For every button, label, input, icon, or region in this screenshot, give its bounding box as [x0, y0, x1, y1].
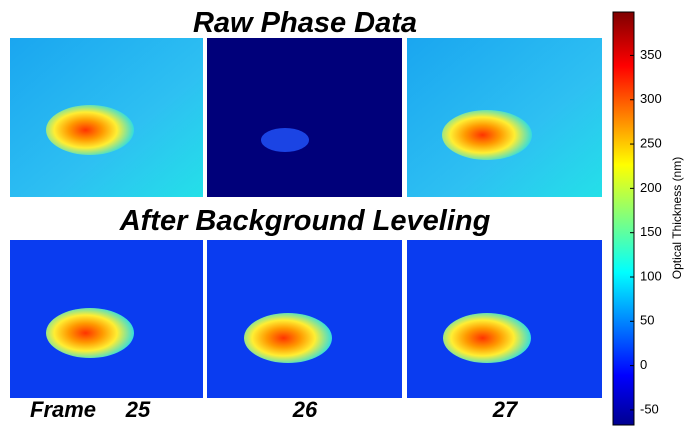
tick-label: 150 [640, 224, 662, 239]
colorbar-label: Optical Thickness (nm) [670, 157, 684, 279]
cell [46, 105, 134, 155]
tick-label: 350 [640, 47, 662, 62]
frame-prefix: Frame [30, 397, 96, 422]
frame-label: 25 [125, 397, 151, 422]
cell [442, 110, 532, 160]
frame-label: 27 [492, 397, 519, 422]
tick-label: 50 [640, 313, 654, 328]
frame-label: 26 [292, 397, 318, 422]
colorbar [613, 12, 634, 425]
panel [207, 38, 402, 197]
top-title: Raw Phase Data [193, 7, 417, 39]
cell [443, 313, 531, 363]
tick-label: 300 [640, 91, 662, 106]
tick-label: 0 [640, 357, 647, 372]
tick-label: 200 [640, 180, 662, 195]
raw-panels [10, 38, 602, 197]
cell [46, 308, 134, 358]
leveled-panels [10, 240, 602, 398]
cell [244, 313, 332, 363]
figure: Raw Phase Data After Background Leveling… [0, 0, 686, 426]
cell [261, 128, 309, 152]
bottom-title: After Background Leveling [119, 205, 491, 237]
tick-label: 100 [640, 268, 662, 283]
tick-label: 250 [640, 135, 662, 150]
tick-label: -50 [640, 401, 659, 416]
